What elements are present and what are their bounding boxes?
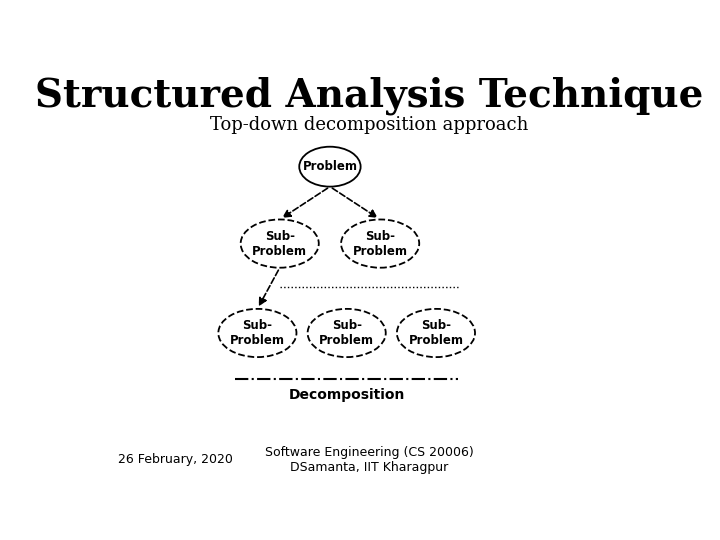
Text: Software Engineering (CS 20006)
DSamanta, IIT Kharagpur: Software Engineering (CS 20006) DSamanta… bbox=[265, 446, 473, 474]
Text: Top-down decomposition approach: Top-down decomposition approach bbox=[210, 116, 528, 134]
Ellipse shape bbox=[397, 309, 475, 357]
Ellipse shape bbox=[307, 309, 386, 357]
Ellipse shape bbox=[341, 219, 419, 268]
Ellipse shape bbox=[240, 219, 319, 268]
Ellipse shape bbox=[300, 147, 361, 187]
Text: Sub-
Problem: Sub- Problem bbox=[230, 319, 285, 347]
Text: Problem: Problem bbox=[302, 160, 357, 173]
Text: Decomposition: Decomposition bbox=[289, 388, 405, 402]
Text: Sub-
Problem: Sub- Problem bbox=[252, 230, 307, 258]
Text: Sub-
Problem: Sub- Problem bbox=[319, 319, 374, 347]
Text: Structured Analysis Technique: Structured Analysis Technique bbox=[35, 77, 703, 115]
Text: Sub-
Problem: Sub- Problem bbox=[353, 230, 408, 258]
Ellipse shape bbox=[218, 309, 297, 357]
Text: Sub-
Problem: Sub- Problem bbox=[408, 319, 464, 347]
Text: 26 February, 2020: 26 February, 2020 bbox=[118, 453, 233, 467]
